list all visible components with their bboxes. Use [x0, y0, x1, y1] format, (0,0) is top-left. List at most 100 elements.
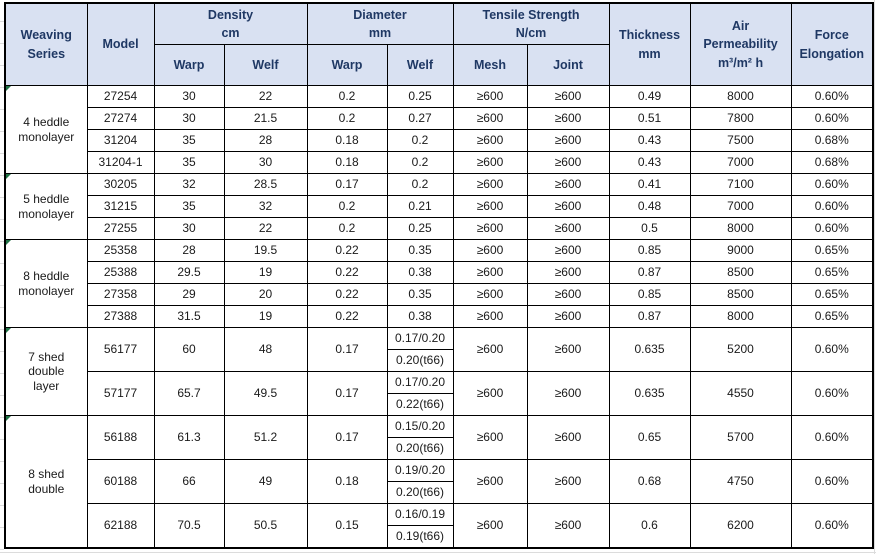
cell-density-warp[interactable]: 30 — [153, 107, 225, 130]
cell-diameter-warp[interactable]: 0.17 — [306, 415, 388, 460]
cell-diameter-warp[interactable]: 0.18 — [306, 151, 388, 174]
header-model[interactable]: Model — [86, 2, 155, 86]
cell-tensile-mesh[interactable]: ≥600 — [452, 371, 528, 416]
cell-force-elongation[interactable]: 0.68% — [790, 129, 874, 152]
cell-model[interactable]: 25358 — [86, 239, 155, 262]
cell-density-warp[interactable]: 60 — [153, 327, 225, 372]
cell-diameter-warp[interactable]: 0.18 — [306, 129, 388, 152]
cell-force-elongation[interactable]: 0.60% — [790, 503, 874, 549]
cell-model[interactable]: 27254 — [86, 85, 155, 108]
cell-density-welf[interactable]: 19.5 — [223, 239, 308, 262]
cell-diameter-welf[interactable]: 0.25 — [386, 85, 454, 108]
cell-thickness[interactable]: 0.43 — [608, 151, 691, 174]
cell-density-welf[interactable]: 20 — [223, 283, 308, 306]
cell-diameter-welf-top[interactable]: 0.17/0.20 — [386, 327, 454, 350]
header-density-warp[interactable]: Warp — [153, 44, 225, 86]
cell-force-elongation[interactable]: 0.65% — [790, 261, 874, 284]
cell-density-warp[interactable]: 65.7 — [153, 371, 225, 416]
cell-density-warp[interactable]: 32 — [153, 173, 225, 196]
cell-tensile-joint[interactable]: ≥600 — [526, 195, 610, 218]
cell-density-welf[interactable]: 28 — [223, 129, 308, 152]
cell-thickness[interactable]: 0.41 — [608, 173, 691, 196]
cell-thickness[interactable]: 0.49 — [608, 85, 691, 108]
cell-tensile-mesh[interactable]: ≥600 — [452, 173, 528, 196]
cell-diameter-welf-bottom[interactable]: 0.19(t66) — [386, 525, 454, 549]
cell-density-welf[interactable]: 30 — [223, 151, 308, 174]
header-density[interactable]: Density cm — [153, 2, 308, 45]
cell-density-warp[interactable]: 66 — [153, 459, 225, 504]
cell-diameter-welf[interactable]: 0.38 — [386, 261, 454, 284]
cell-air-permeability[interactable]: 8000 — [689, 85, 792, 108]
cell-weaving-series[interactable]: 5 heddle monolayer — [4, 173, 88, 240]
cell-density-welf[interactable]: 49.5 — [223, 371, 308, 416]
cell-diameter-warp[interactable]: 0.2 — [306, 107, 388, 130]
cell-tensile-mesh[interactable]: ≥600 — [452, 151, 528, 174]
cell-tensile-mesh[interactable]: ≥600 — [452, 305, 528, 328]
cell-thickness[interactable]: 0.51 — [608, 107, 691, 130]
cell-model[interactable]: 62188 — [86, 503, 155, 549]
cell-density-warp[interactable]: 35 — [153, 195, 225, 218]
header-diameter[interactable]: Diameter mm — [306, 2, 454, 45]
cell-force-elongation[interactable]: 0.60% — [790, 415, 874, 460]
cell-diameter-welf-bottom[interactable]: 0.20(t66) — [386, 437, 454, 460]
cell-diameter-welf-top[interactable]: 0.15/0.20 — [386, 415, 454, 438]
cell-model[interactable]: 25388 — [86, 261, 155, 284]
cell-tensile-joint[interactable]: ≥600 — [526, 327, 610, 372]
cell-tensile-joint[interactable]: ≥600 — [526, 283, 610, 306]
cell-density-welf[interactable]: 48 — [223, 327, 308, 372]
cell-density-welf[interactable]: 21.5 — [223, 107, 308, 130]
cell-air-permeability[interactable]: 4750 — [689, 459, 792, 504]
cell-air-permeability[interactable]: 6200 — [689, 503, 792, 549]
cell-weaving-series[interactable]: 7 shed double layer — [4, 327, 88, 416]
cell-diameter-welf[interactable]: 0.27 — [386, 107, 454, 130]
cell-density-warp[interactable]: 35 — [153, 151, 225, 174]
cell-density-welf[interactable]: 19 — [223, 261, 308, 284]
cell-density-warp[interactable]: 30 — [153, 217, 225, 240]
cell-tensile-mesh[interactable]: ≥600 — [452, 503, 528, 549]
cell-density-warp[interactable]: 29 — [153, 283, 225, 306]
cell-diameter-warp[interactable]: 0.15 — [306, 503, 388, 549]
cell-thickness[interactable]: 0.43 — [608, 129, 691, 152]
cell-diameter-warp[interactable]: 0.22 — [306, 239, 388, 262]
cell-tensile-joint[interactable]: ≥600 — [526, 217, 610, 240]
cell-diameter-warp[interactable]: 0.22 — [306, 283, 388, 306]
cell-density-warp[interactable]: 31.5 — [153, 305, 225, 328]
cell-force-elongation[interactable]: 0.65% — [790, 283, 874, 306]
cell-diameter-warp[interactable]: 0.2 — [306, 195, 388, 218]
cell-thickness[interactable]: 0.68 — [608, 459, 691, 504]
cell-thickness[interactable]: 0.5 — [608, 217, 691, 240]
cell-force-elongation[interactable]: 0.60% — [790, 173, 874, 196]
cell-density-welf[interactable]: 22 — [223, 217, 308, 240]
cell-air-permeability[interactable]: 7800 — [689, 107, 792, 130]
cell-density-welf[interactable]: 32 — [223, 195, 308, 218]
cell-diameter-welf[interactable]: 0.2 — [386, 151, 454, 174]
cell-air-permeability[interactable]: 7000 — [689, 195, 792, 218]
cell-density-welf[interactable]: 50.5 — [223, 503, 308, 549]
cell-force-elongation[interactable]: 0.65% — [790, 305, 874, 328]
cell-tensile-joint[interactable]: ≥600 — [526, 459, 610, 504]
cell-force-elongation[interactable]: 0.60% — [790, 107, 874, 130]
header-air-permeability[interactable]: Air Permeability m³/m² h — [689, 2, 792, 86]
cell-force-elongation[interactable]: 0.60% — [790, 327, 874, 372]
cell-tensile-mesh[interactable]: ≥600 — [452, 85, 528, 108]
cell-density-warp[interactable]: 35 — [153, 129, 225, 152]
cell-thickness[interactable]: 0.635 — [608, 371, 691, 416]
cell-weaving-series[interactable]: 8 heddle monolayer — [4, 239, 88, 328]
cell-force-elongation[interactable]: 0.60% — [790, 195, 874, 218]
cell-air-permeability[interactable]: 8000 — [689, 305, 792, 328]
cell-diameter-warp[interactable]: 0.17 — [306, 173, 388, 196]
cell-model[interactable]: 31215 — [86, 195, 155, 218]
cell-model[interactable]: 27358 — [86, 283, 155, 306]
cell-tensile-joint[interactable]: ≥600 — [526, 261, 610, 284]
cell-model[interactable]: 57177 — [86, 371, 155, 416]
cell-air-permeability[interactable]: 8500 — [689, 283, 792, 306]
cell-model[interactable]: 56177 — [86, 327, 155, 372]
cell-density-welf[interactable]: 49 — [223, 459, 308, 504]
cell-tensile-mesh[interactable]: ≥600 — [452, 129, 528, 152]
cell-tensile-mesh[interactable]: ≥600 — [452, 107, 528, 130]
cell-diameter-warp[interactable]: 0.2 — [306, 217, 388, 240]
cell-air-permeability[interactable]: 7500 — [689, 129, 792, 152]
cell-thickness[interactable]: 0.85 — [608, 239, 691, 262]
cell-diameter-welf[interactable]: 0.35 — [386, 239, 454, 262]
cell-tensile-mesh[interactable]: ≥600 — [452, 217, 528, 240]
